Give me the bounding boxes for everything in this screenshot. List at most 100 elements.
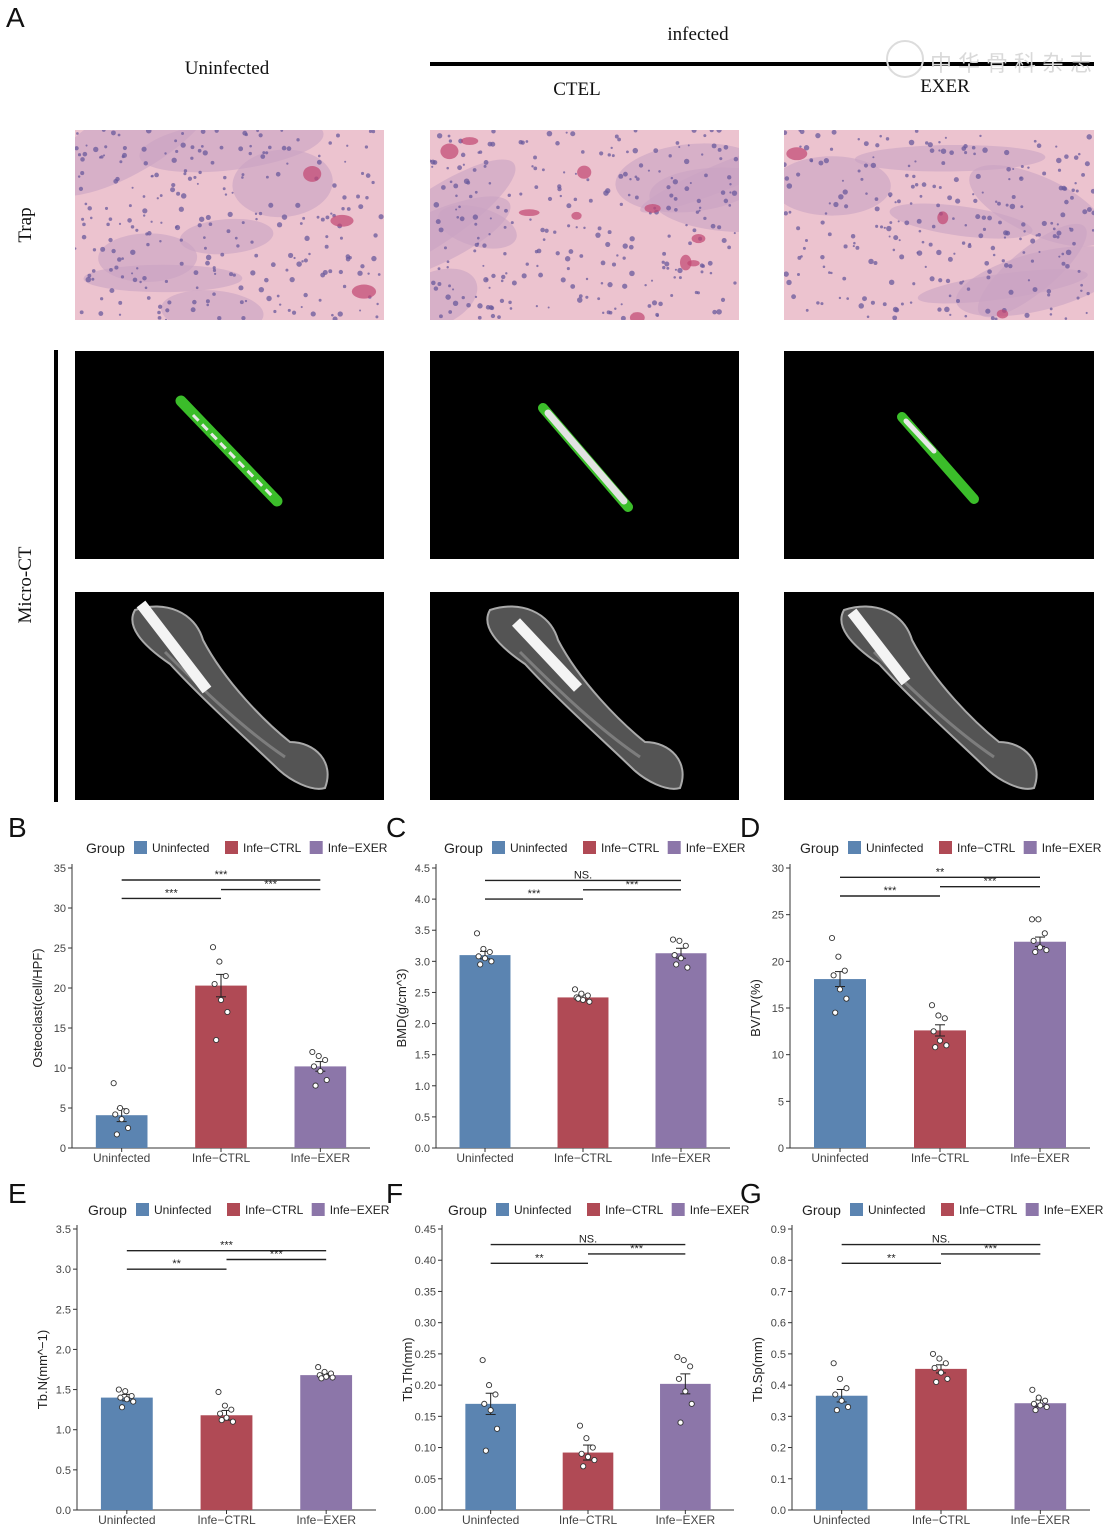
cell-nucleus [846,297,849,300]
data-point [583,1435,590,1442]
chart-f: Group Uninfected Infe−CTRL Infe−EXER 0.00 0.0… [400,1202,750,1527]
cell-nucleus [893,235,899,241]
significance-label: *** [270,1249,284,1261]
cell-nucleus [632,147,639,154]
legend-swatch [311,1203,325,1216]
legend-entry: Uninfected [154,1203,211,1217]
cell-nucleus [540,227,545,233]
cell-nucleus [141,146,147,152]
cell-nucleus [636,177,640,181]
cell-nucleus [1080,283,1084,287]
y-tick-label: 0.0 [56,1505,71,1517]
cell-nucleus [803,145,810,151]
cell-nucleus [689,182,692,185]
data-point [680,1357,687,1364]
cell-nucleus [985,308,991,314]
cell-nucleus [346,207,351,211]
cell-nucleus [634,175,638,179]
cell-nucleus [599,151,604,156]
cell-nucleus [938,149,941,152]
y-tick-label: 2.0 [56,1344,71,1356]
cell-nucleus [446,266,449,269]
cell-nucleus [171,157,177,163]
cell-nucleus [909,301,913,304]
cell-nucleus [258,286,265,293]
data-point [217,1410,224,1417]
cell-nucleus [242,130,248,136]
cell-nucleus [916,218,922,224]
cell-nucleus [727,245,731,250]
significance-label: ** [936,866,945,878]
cell-nucleus [857,138,860,141]
cell-nucleus [79,310,84,315]
cell-nucleus [879,134,882,138]
cell-nucleus [118,313,122,316]
trap-positive-cell [460,137,479,145]
cell-nucleus [700,270,704,274]
y-tick-label: 20 [772,956,784,968]
cell-nucleus [180,142,186,148]
cell-nucleus [684,186,690,192]
cell-nucleus [205,260,210,266]
cell-nucleus [827,232,832,237]
data-point [1037,1402,1044,1409]
cell-nucleus [448,139,453,143]
cell-nucleus [914,130,919,133]
y-tick-label: 4.5 [415,863,430,875]
legend-swatch [1025,1203,1039,1216]
cell-nucleus [98,311,104,316]
cell-nucleus [160,221,163,224]
cell-nucleus [1005,203,1009,207]
x-tick-label: Infe−CTRL [197,1513,256,1527]
cell-nucleus [325,235,329,239]
panel-label-d: D [740,812,761,843]
cell-nucleus [1035,234,1038,237]
cell-nucleus [928,242,933,247]
data-point [228,1406,235,1413]
y-tick-label: 0.20 [415,1380,436,1392]
y-tick-label: 1.5 [56,1385,71,1397]
cell-nucleus [227,211,233,217]
cell-nucleus [144,286,148,290]
cell-nucleus [873,261,878,266]
cell-nucleus [959,281,963,285]
cell-nucleus [605,241,611,247]
data-point [477,961,484,968]
data-point [687,1363,694,1370]
data-point [312,1082,319,1089]
bar [814,979,866,1148]
data-point [211,980,218,988]
trap-positive-cell [351,284,377,299]
cell-nucleus [733,281,737,285]
marrow-region [161,290,264,320]
cell-nucleus [674,268,677,271]
cell-nucleus [80,171,85,176]
cell-nucleus [541,168,545,172]
cell-nucleus [1081,172,1085,177]
cell-nucleus [945,278,951,284]
cell-nucleus [457,165,463,171]
cell-nucleus [1077,269,1081,273]
cell-nucleus [531,165,534,168]
panel-label-a: A [6,2,25,33]
cell-nucleus [224,193,228,196]
y-tick-label: 0.15 [415,1411,436,1423]
cell-nucleus [462,163,465,166]
cell-nucleus [103,154,106,157]
cell-nucleus [507,193,511,197]
cell-nucleus [568,249,574,254]
data-point [125,1124,132,1132]
cell-nucleus [1008,289,1014,295]
panel-label-f: F [386,1178,404,1209]
trap-positive-cell [687,260,700,267]
x-tick-label: Uninfected [98,1513,155,1527]
data-point [933,1378,940,1386]
x-tick-label: Infe−EXER [1010,1151,1070,1165]
cell-nucleus [448,284,451,288]
cell-nucleus [241,221,245,225]
cell-nucleus [704,173,708,178]
cell-nucleus [997,201,1001,206]
cell-nucleus [360,264,365,269]
cell-nucleus [1084,161,1090,167]
cell-nucleus [843,244,848,249]
